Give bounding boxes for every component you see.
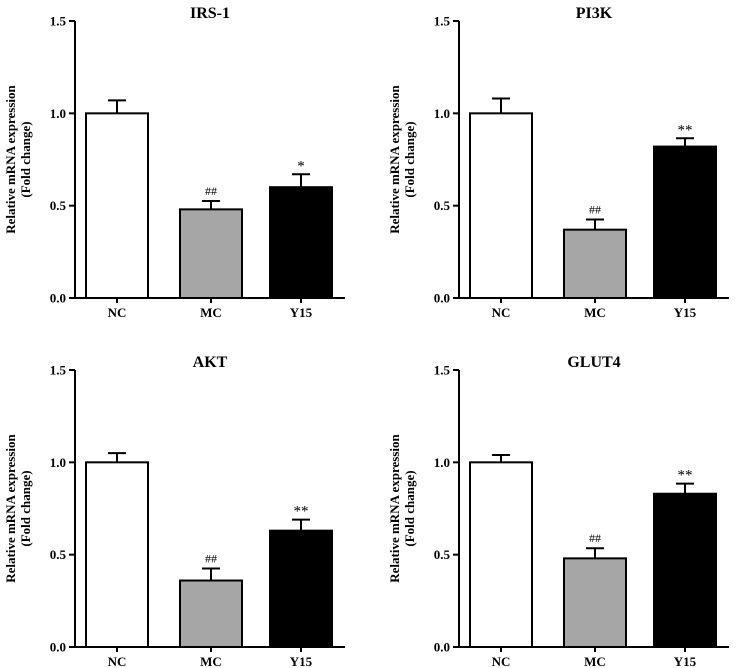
bar-nc	[85, 461, 149, 649]
chart-title: GLUT4	[567, 354, 620, 371]
bar-mc	[563, 557, 627, 648]
chart-title: PI3K	[576, 5, 613, 22]
chart-title: IRS-1	[190, 5, 230, 22]
y-tick-label: 0.0	[434, 640, 450, 655]
significance-label-mc: ##	[589, 203, 601, 217]
x-tick-label: MC	[200, 305, 222, 320]
x-tick-label: NC	[108, 654, 127, 668]
chart-panel-1: NC ## MC * Y15 0.0 0.5 1.0 1.5 IRS-1 Relative mRNA…	[3, 5, 345, 320]
bar-nc	[85, 112, 149, 300]
y-tick-label: 0.0	[50, 291, 66, 306]
y-tick-label: 1.0	[50, 106, 66, 121]
y-axis-label-line2: (Fold change)	[402, 121, 417, 197]
y-axis-label-line2: (Fold change)	[18, 470, 33, 546]
x-tick-label: MC	[584, 654, 606, 668]
significance-label-y15: **	[678, 468, 693, 484]
x-tick-label: NC	[492, 654, 511, 668]
y-axis-label-line1: Relative mRNA expression	[387, 84, 402, 233]
y-tick-label: 1.5	[50, 363, 67, 378]
y-tick-label: 1.5	[50, 14, 67, 29]
y-axis-label-line2: (Fold change)	[18, 121, 33, 197]
bar-y15	[269, 529, 333, 648]
y-tick-label: 1.5	[434, 14, 451, 29]
bar-mc	[179, 208, 243, 299]
x-tick-label: Y15	[290, 305, 313, 320]
bar-y15	[653, 492, 717, 648]
chart-panel-4: NC ## MC ** Y15 0.0 0.5 1.0 1.5 GLUT4 Relative mRN…	[387, 354, 729, 668]
x-tick-label: MC	[584, 305, 606, 320]
y-tick-label: 1.0	[434, 106, 450, 121]
significance-label-mc: ##	[205, 184, 217, 198]
y-tick-label: 0.5	[434, 547, 451, 562]
chart-title: AKT	[193, 354, 228, 371]
y-tick-label: 1.5	[434, 363, 451, 378]
y-tick-label: 0.5	[434, 198, 451, 213]
significance-label-mc: ##	[589, 531, 601, 545]
x-tick-label: Y15	[674, 654, 697, 668]
y-axis-label-line2: (Fold change)	[402, 470, 417, 546]
significance-label-mc: ##	[205, 552, 217, 566]
x-tick-label: NC	[108, 305, 127, 320]
significance-label-y15: **	[294, 504, 309, 520]
y-tick-label: 0.5	[50, 547, 67, 562]
y-tick-label: 0.0	[434, 291, 450, 306]
y-axis-label-line1: Relative mRNA expression	[3, 433, 18, 582]
y-tick-label: 1.0	[50, 455, 66, 470]
significance-label-y15: **	[678, 122, 693, 138]
y-axis-label-line1: Relative mRNA expression	[387, 433, 402, 582]
y-axis-label-line1: Relative mRNA expression	[3, 84, 18, 233]
bar-y15	[653, 145, 717, 299]
bar-mc	[179, 579, 243, 649]
y-tick-label: 0.0	[50, 640, 66, 655]
chart-panel-3: NC ## MC ** Y15 0.0 0.5 1.0 1.5 AKT Relative mRNA …	[3, 354, 345, 668]
x-tick-label: Y15	[674, 305, 697, 320]
bar-nc	[469, 461, 533, 649]
x-tick-label: NC	[492, 305, 511, 320]
bar-y15	[269, 186, 333, 299]
significance-label-y15: *	[297, 158, 305, 174]
bar-nc	[469, 112, 533, 300]
bar-mc	[563, 228, 627, 300]
y-tick-label: 1.0	[434, 455, 450, 470]
chart-panel-2: NC ## MC ** Y15 0.0 0.5 1.0 1.5 PI3K Relative mRNA…	[387, 5, 729, 320]
x-tick-label: Y15	[290, 654, 313, 668]
y-tick-label: 0.5	[50, 198, 67, 213]
x-tick-label: MC	[200, 654, 222, 668]
